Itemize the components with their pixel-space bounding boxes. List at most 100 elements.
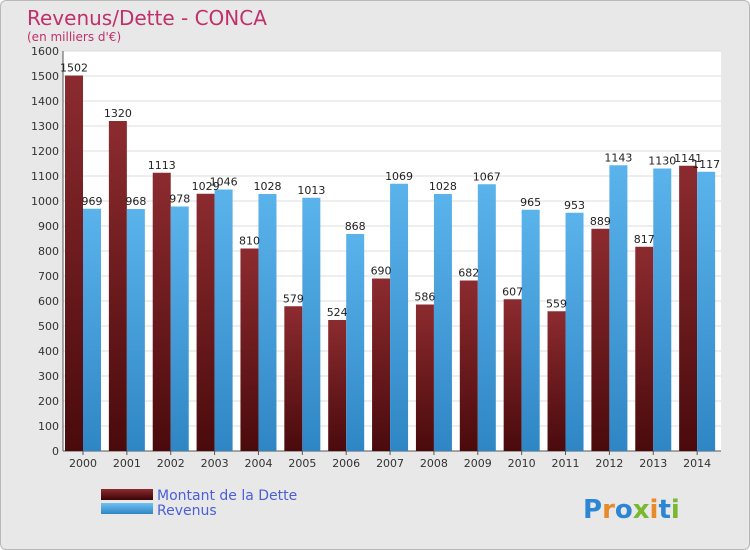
- value-label-revenus: 1028: [253, 180, 281, 193]
- y-tick-label: 1600: [31, 45, 59, 58]
- x-tick-label: 2006: [332, 457, 360, 470]
- chart-title: Revenus/Dette - CONCA: [27, 6, 267, 30]
- x-tick-label: 2009: [464, 457, 492, 470]
- chart-subtitle: (en milliers d'€): [27, 30, 121, 44]
- logo-letter: i: [650, 495, 659, 525]
- y-tick-label: 900: [38, 220, 59, 233]
- value-label-dette: 810: [239, 235, 260, 248]
- bar-dette: [679, 165, 698, 451]
- x-tick-label: 2000: [69, 457, 97, 470]
- value-label-revenus: 1130: [648, 155, 676, 168]
- bar-dette: [372, 278, 391, 451]
- x-tick-label: 2014: [683, 457, 711, 470]
- bar-dette: [65, 75, 83, 451]
- logo-letter: r: [602, 495, 615, 525]
- value-label-revenus: 1117: [692, 158, 720, 171]
- x-tick-label: 2003: [201, 457, 229, 470]
- y-axis: 0 100 200 300 400 500 600 700 800 900 1000 1100 1200…: [31, 45, 721, 458]
- value-label-dette: 1113: [148, 159, 176, 172]
- bar-dette: [284, 306, 303, 451]
- bar-dette: [152, 172, 171, 451]
- bar-revenus: [346, 234, 365, 451]
- value-label-dette: 1502: [60, 62, 88, 75]
- value-label-revenus: 968: [125, 195, 146, 208]
- bar-dette: [635, 246, 654, 451]
- bar-revenus: [302, 197, 321, 451]
- y-tick-label: 600: [38, 295, 59, 308]
- bar-dette: [108, 121, 127, 451]
- value-label-dette: 524: [327, 306, 348, 319]
- logo-text: Proxiti: [583, 495, 680, 525]
- value-label-revenus: 965: [520, 196, 541, 209]
- legend-swatch-revenus: [101, 503, 153, 514]
- value-label-revenus: 969: [82, 195, 103, 208]
- x-axis: 2000 2001 2002 2003 2004 2005 2006 2007 2008 2009…: [69, 451, 711, 470]
- logo-letter: P: [583, 495, 602, 525]
- y-tick-label: 300: [38, 370, 59, 383]
- logo-letter: t: [658, 495, 670, 525]
- x-tick-label: 2013: [639, 457, 667, 470]
- value-label-dette: 586: [414, 291, 435, 304]
- bar-dette: [328, 320, 347, 451]
- bar-dette: [591, 228, 610, 451]
- bar-dette: [196, 193, 215, 451]
- value-label-dette: 607: [502, 285, 523, 298]
- y-tick-label: 100: [38, 420, 59, 433]
- y-tick-label: 1400: [31, 95, 59, 108]
- value-label-dette: 559: [546, 297, 567, 310]
- value-label-revenus: 1046: [210, 176, 238, 189]
- value-label-dette: 817: [634, 233, 655, 246]
- bar-revenus: [565, 212, 584, 451]
- bar-revenus: [477, 184, 496, 451]
- legend-label-dette: Montant de la Dette: [157, 488, 297, 504]
- y-tick-label: 1300: [31, 120, 59, 133]
- y-tick-label: 400: [38, 345, 59, 358]
- value-label-dette: 682: [458, 267, 479, 280]
- bar-dette: [547, 311, 566, 451]
- value-label-revenus: 978: [169, 193, 190, 206]
- bar-dette: [415, 304, 434, 451]
- value-label-revenus: 1067: [473, 170, 501, 183]
- legend: Montant de la Dette Revenus: [101, 488, 297, 519]
- y-tick-label: 1500: [31, 70, 59, 83]
- value-label-revenus: 868: [345, 220, 366, 233]
- proxiti-logo: Proxiti: [583, 495, 680, 525]
- y-tick-label: 800: [38, 245, 59, 258]
- value-label-revenus: 1013: [297, 184, 325, 197]
- x-tick-label: 2002: [157, 457, 185, 470]
- bar-revenus: [214, 189, 233, 451]
- value-label-revenus: 953: [564, 199, 585, 212]
- bar-revenus: [390, 183, 409, 451]
- value-label-dette: 579: [283, 292, 304, 305]
- bar-revenus: [653, 168, 672, 451]
- y-tick-label: 700: [38, 270, 59, 283]
- bar-revenus: [521, 209, 540, 451]
- bar-dette: [459, 280, 478, 451]
- x-tick-label: 2011: [552, 457, 580, 470]
- bar-dette: [503, 299, 522, 451]
- y-tick-label: 1200: [31, 145, 59, 158]
- y-tick-label: 500: [38, 320, 59, 333]
- bar-revenus: [609, 165, 628, 451]
- logo-letter: x: [633, 495, 650, 525]
- bar-revenus: [170, 206, 189, 451]
- value-label-dette: 1029: [192, 180, 220, 193]
- logo-letter: i: [671, 495, 680, 525]
- value-label-revenus: 1028: [429, 180, 457, 193]
- x-tick-label: 2001: [113, 457, 141, 470]
- y-tick-label: 1000: [31, 195, 59, 208]
- x-tick-label: 2008: [420, 457, 448, 470]
- x-tick-label: 2004: [244, 457, 272, 470]
- y-tick-label: 0: [52, 445, 59, 458]
- x-tick-label: 2005: [288, 457, 316, 470]
- legend-label-revenus: Revenus: [157, 503, 217, 519]
- value-label-dette: 1141: [674, 152, 702, 165]
- value-label-revenus: 1143: [604, 151, 632, 164]
- value-label-dette: 690: [371, 265, 392, 278]
- legend-swatch-dette: [101, 489, 153, 500]
- x-tick-label: 2012: [595, 457, 623, 470]
- value-label-revenus: 1069: [385, 170, 413, 183]
